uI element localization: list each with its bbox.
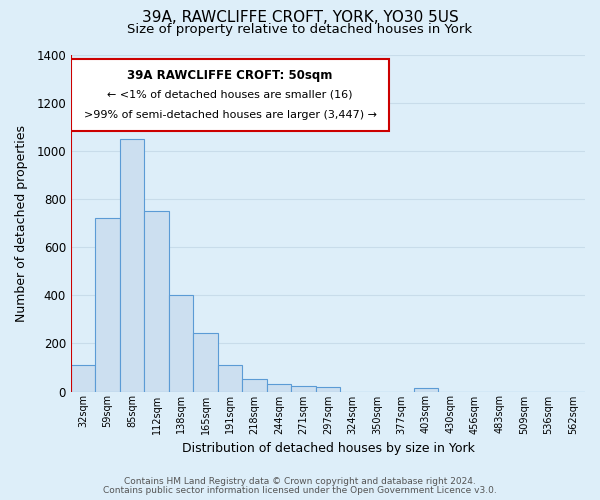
Bar bbox=[71, 365, 95, 392]
Bar bbox=[242, 380, 267, 392]
Bar bbox=[267, 384, 291, 392]
Text: Size of property relative to detached houses in York: Size of property relative to detached ho… bbox=[127, 22, 473, 36]
Text: Contains public sector information licensed under the Open Government Licence v3: Contains public sector information licen… bbox=[103, 486, 497, 495]
Bar bbox=[145, 211, 169, 392]
Text: >99% of semi-detached houses are larger (3,447) →: >99% of semi-detached houses are larger … bbox=[83, 110, 377, 120]
Bar bbox=[120, 139, 145, 392]
FancyBboxPatch shape bbox=[71, 58, 389, 130]
Text: Contains HM Land Registry data © Crown copyright and database right 2024.: Contains HM Land Registry data © Crown c… bbox=[124, 477, 476, 486]
Bar bbox=[95, 218, 120, 392]
Bar bbox=[316, 386, 340, 392]
Text: 39A, RAWCLIFFE CROFT, YORK, YO30 5US: 39A, RAWCLIFFE CROFT, YORK, YO30 5US bbox=[142, 10, 458, 25]
X-axis label: Distribution of detached houses by size in York: Distribution of detached houses by size … bbox=[182, 442, 475, 455]
Text: 39A RAWCLIFFE CROFT: 50sqm: 39A RAWCLIFFE CROFT: 50sqm bbox=[127, 69, 333, 82]
Bar bbox=[291, 386, 316, 392]
Bar bbox=[413, 388, 438, 392]
Bar bbox=[193, 332, 218, 392]
Bar bbox=[169, 296, 193, 392]
Bar bbox=[218, 365, 242, 392]
Y-axis label: Number of detached properties: Number of detached properties bbox=[15, 125, 28, 322]
Text: ← <1% of detached houses are smaller (16): ← <1% of detached houses are smaller (16… bbox=[107, 90, 353, 100]
